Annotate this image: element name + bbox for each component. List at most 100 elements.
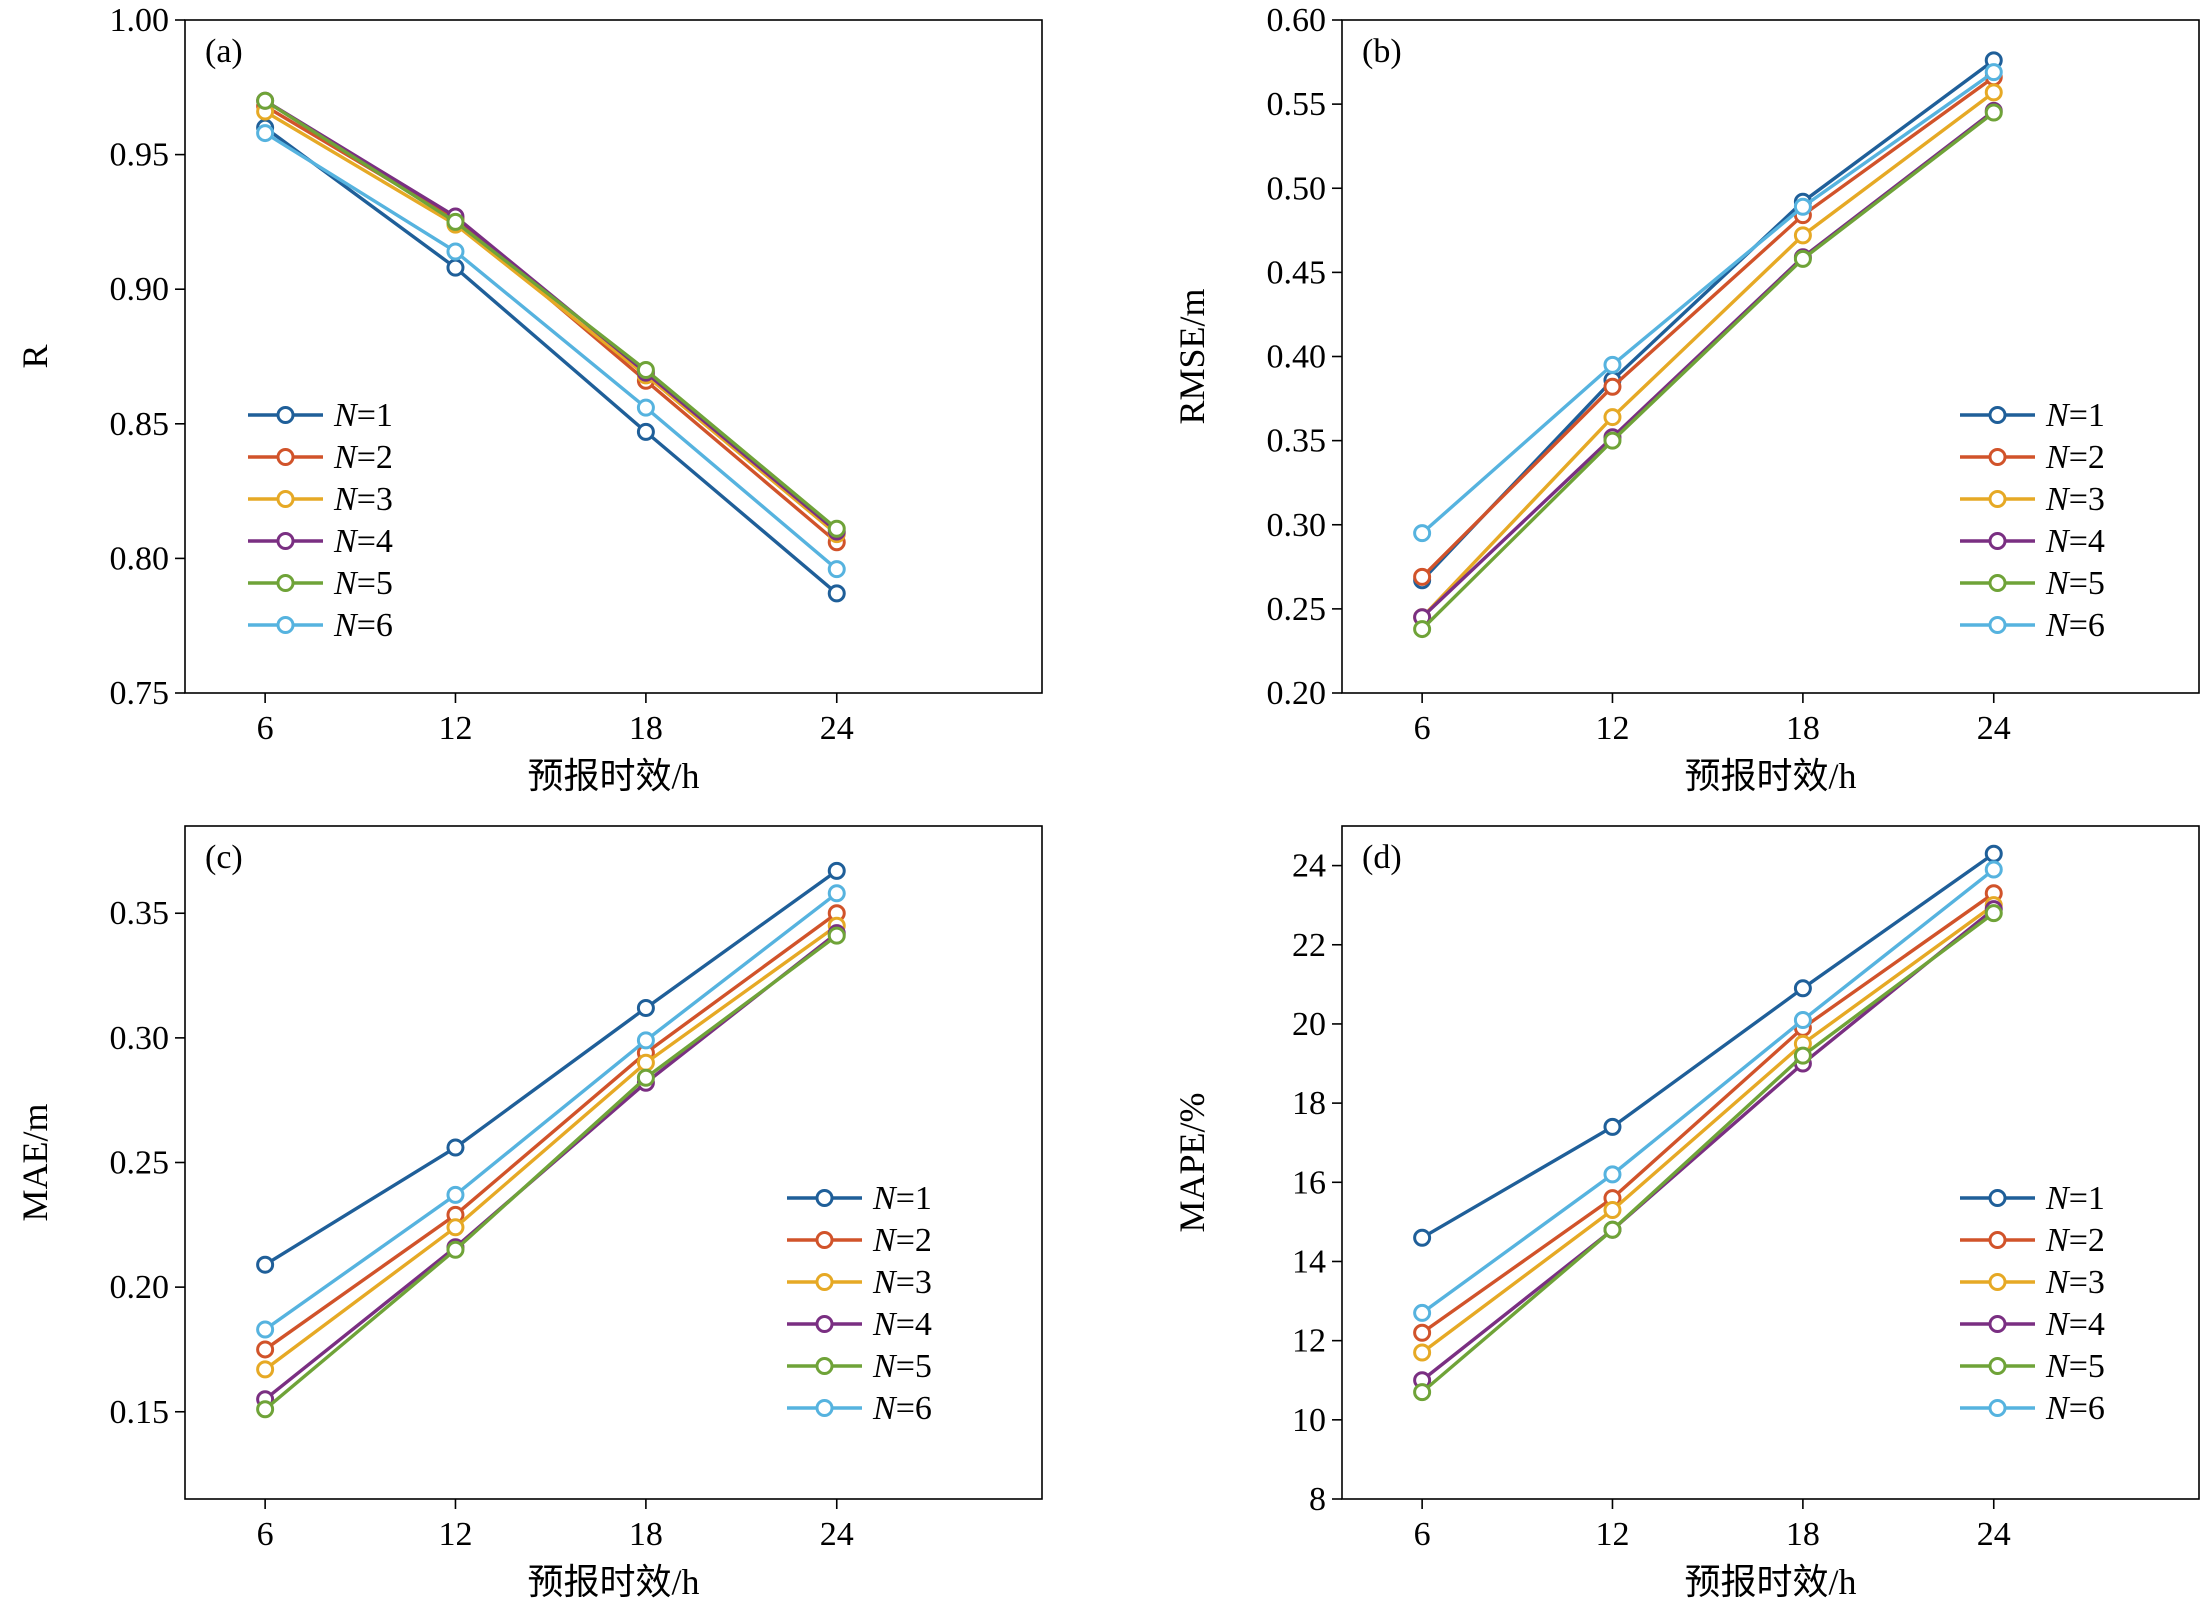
data-point (446, 212, 465, 231)
legend-label: N=5 (2045, 565, 2105, 602)
series-line (264, 126, 838, 595)
data-point (1984, 860, 2003, 879)
legend-label: N=6 (2045, 1390, 2105, 1427)
data-point (446, 258, 465, 277)
series-3 (256, 916, 846, 1379)
data-point (1603, 1165, 1622, 1184)
series-line (1421, 891, 1995, 1335)
y-tick-label: 0.75 (110, 675, 170, 712)
data-point (1603, 1201, 1622, 1220)
legend-label: N=1 (333, 397, 393, 434)
legend-label: N=4 (2045, 1306, 2105, 1343)
data-point (827, 884, 846, 903)
data-point (1413, 620, 1432, 639)
data-point (827, 560, 846, 579)
legend-marker (276, 574, 295, 592)
legend-marker (276, 406, 295, 424)
data-point (1984, 83, 2003, 102)
data-point (1793, 249, 1812, 268)
y-tick-label: 0.55 (1267, 86, 1327, 123)
y-tick-label: 0.90 (110, 271, 170, 308)
data-point (1603, 1117, 1622, 1136)
legend-marker (1988, 490, 2007, 508)
data-point (636, 1031, 655, 1050)
data-point (256, 1255, 275, 1274)
legend-label: N=3 (333, 481, 393, 518)
plot-frame (1341, 825, 2200, 1500)
series-line (1420, 75, 1995, 579)
series-4 (1413, 101, 2003, 627)
x-tick-label: 18 (1786, 1516, 1820, 1553)
series-line (264, 869, 838, 1267)
data-point (256, 124, 275, 143)
y-tick-label: 10 (1292, 1402, 1326, 1439)
data-point (446, 1138, 465, 1157)
legend-label: N=1 (2045, 1180, 2105, 1217)
data-point (1413, 1323, 1432, 1342)
data-point (1603, 1220, 1622, 1239)
x-tick-label: 24 (820, 710, 854, 747)
data-point (256, 1320, 275, 1339)
y-tick-label: 0.45 (1267, 254, 1327, 291)
legend-marker (1988, 616, 2007, 634)
x-tick-label: 12 (1595, 1516, 1629, 1553)
series-6 (256, 124, 846, 579)
data-point (1413, 1383, 1432, 1402)
legend-marker (276, 616, 295, 634)
series-line (264, 911, 838, 1351)
series-1 (256, 861, 846, 1274)
legend-label: N=2 (2045, 1222, 2105, 1259)
data-point (256, 1360, 275, 1379)
legend-marker (1988, 1399, 2007, 1417)
y-tick-label: 0.30 (110, 1020, 170, 1057)
y-tick-label: 0.20 (1267, 675, 1327, 712)
legend-marker (1988, 448, 2007, 466)
legend-marker (1988, 1357, 2007, 1375)
data-point (636, 1068, 655, 1087)
data-point (1984, 63, 2003, 82)
x-axis-label: 预报时效/h (1684, 1562, 1856, 1602)
legend-marker (1988, 574, 2007, 592)
x-axis-label: 预报时效/h (527, 1562, 699, 1602)
data-point (446, 1240, 465, 1259)
y-tick-label: 0.40 (1267, 339, 1327, 376)
data-point (1793, 1046, 1812, 1065)
y-tick-label: 0.60 (1267, 2, 1327, 39)
data-point (1984, 103, 2003, 122)
data-point (1603, 408, 1622, 427)
x-tick-label: 6 (257, 1516, 274, 1553)
series-6 (1413, 860, 2003, 1322)
legend-marker (1988, 1231, 2007, 1249)
legend-marker (815, 1189, 834, 1207)
legend-label: N=6 (333, 607, 393, 644)
series-line (264, 131, 838, 571)
legend-label: N=5 (333, 565, 393, 602)
y-tick-label: 12 (1292, 1323, 1326, 1360)
data-point (446, 1218, 465, 1237)
data-point (636, 422, 655, 441)
y-tick-label: 8 (1309, 1481, 1326, 1518)
series-line (1421, 70, 1995, 535)
series-6 (1413, 63, 2003, 543)
x-tick-label: 18 (629, 1516, 663, 1553)
series-5 (256, 926, 846, 1419)
y-axis-label: MAPE/% (1172, 1092, 1212, 1232)
x-tick-label: 12 (1595, 710, 1629, 747)
data-point (446, 1185, 465, 1204)
y-tick-label: 0.30 (1267, 507, 1327, 544)
legend-marker (815, 1399, 834, 1417)
x-tick-label: 12 (438, 710, 472, 747)
data-point (636, 398, 655, 417)
legend-label: N=4 (2045, 523, 2105, 560)
x-axis-label: 预报时效/h (1684, 756, 1856, 796)
data-point (827, 861, 846, 880)
data-point (1793, 979, 1812, 998)
data-point (256, 1400, 275, 1419)
legend-label: N=5 (872, 1348, 932, 1385)
data-point (1413, 1343, 1432, 1362)
data-point (1413, 1303, 1432, 1322)
series-5 (1413, 904, 2003, 1402)
y-tick-label: 0.25 (1267, 591, 1327, 628)
data-point (636, 1053, 655, 1072)
